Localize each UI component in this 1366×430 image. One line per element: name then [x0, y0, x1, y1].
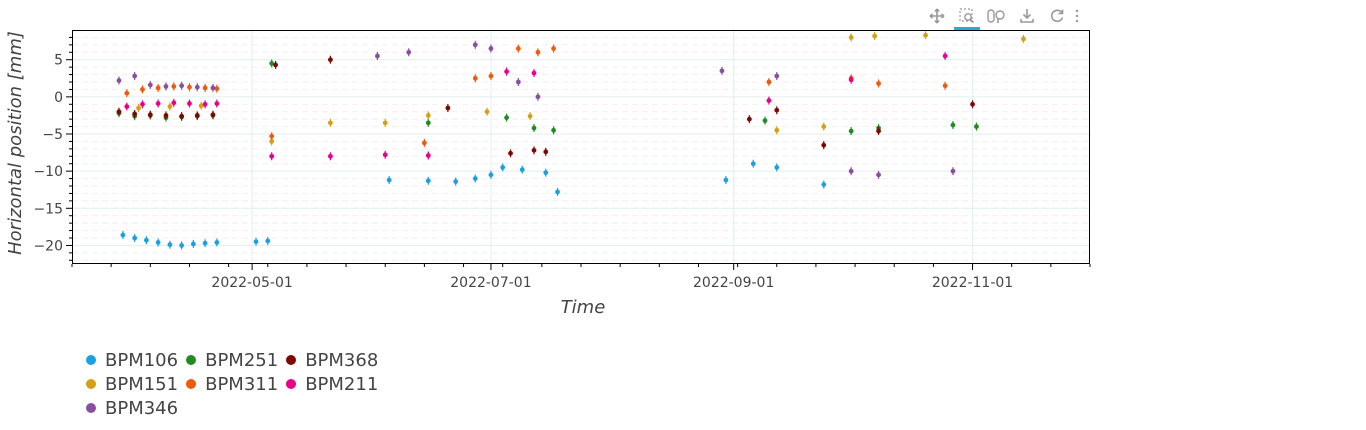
y-tick-label: −15 [33, 201, 63, 217]
y-axis: 5 0 −5 −10 −15 −20 [33, 36, 72, 261]
reset-tool[interactable] [1042, 5, 1072, 27]
plot-background [72, 30, 1090, 264]
x-axis-label: Time [561, 297, 606, 318]
box-zoom-tool[interactable] [952, 5, 982, 30]
y-tick-label: 5 [54, 53, 63, 69]
legend-item-BPM368[interactable]: BPM368 [286, 348, 378, 372]
plot-frame [72, 30, 1090, 264]
legend-item-BPM311[interactable]: BPM311 [186, 372, 278, 396]
y-tick-label: −20 [33, 238, 63, 254]
legend-item-BPM151[interactable]: BPM151 [86, 372, 178, 396]
x-tick-label: 2022-09-01 [693, 275, 774, 291]
y-tick-label: −10 [33, 164, 63, 180]
wheel-zoom-tool[interactable] [982, 5, 1012, 27]
legend-label: BPM251 [205, 349, 279, 371]
legend: BPM106 BPM251 BPM368 BPM151 BPM311 BPM211 BPM3… [86, 348, 378, 420]
y-tick-label: 0 [54, 90, 63, 106]
legend-swatch [186, 355, 197, 365]
legend-item-BPM346[interactable]: BPM346 [86, 396, 178, 420]
legend-label: BPM346 [105, 397, 179, 419]
pan-icon [929, 8, 945, 24]
series-BPM368 [116, 55, 975, 158]
legend-label: BPM368 [305, 349, 379, 371]
x-tick-label: 2022-11-01 [932, 275, 1013, 291]
series-BPM211 [124, 52, 948, 161]
legend-swatch [86, 379, 96, 389]
y-tick-label: −5 [42, 127, 63, 143]
legend-label: BPM151 [105, 373, 179, 395]
data-points [116, 31, 1026, 250]
box-zoom-icon [959, 8, 975, 24]
legend-label: BPM106 [105, 349, 179, 371]
more-icon [1075, 9, 1079, 23]
series-BPM346 [116, 40, 956, 179]
x-axis: 2022-05-01 2022-07-01 2022-09-01 2022-11-01 [71, 264, 1091, 291]
save-tool[interactable] [1012, 5, 1042, 27]
legend-swatch [86, 355, 96, 365]
legend-swatch [86, 403, 96, 413]
legend-item-BPM106[interactable]: BPM106 [86, 348, 178, 372]
legend-label: BPM211 [305, 373, 379, 395]
legend-label: BPM311 [205, 373, 279, 395]
chart-toolbar [922, 4, 1082, 30]
reset-icon [1051, 9, 1064, 23]
series-BPM311 [124, 44, 948, 147]
series-BPM151 [136, 31, 1026, 146]
series-BPM106 [120, 159, 827, 250]
grid-lines [72, 30, 1090, 264]
y-axis-label: Horizontal position [mm] [5, 31, 26, 255]
x-tick-label: 2022-05-01 [211, 275, 292, 291]
legend-swatch [286, 379, 297, 389]
pan-tool[interactable] [922, 5, 952, 27]
wheel-zoom-icon [987, 9, 1005, 23]
legend-swatch [286, 355, 297, 365]
legend-swatch [186, 379, 197, 389]
x-tick-label: 2022-07-01 [450, 275, 531, 291]
legend-item-BPM251[interactable]: BPM251 [186, 348, 278, 372]
more-tools[interactable] [1072, 5, 1082, 27]
legend-item-BPM211[interactable]: BPM211 [286, 372, 378, 396]
save-icon [1020, 9, 1034, 23]
